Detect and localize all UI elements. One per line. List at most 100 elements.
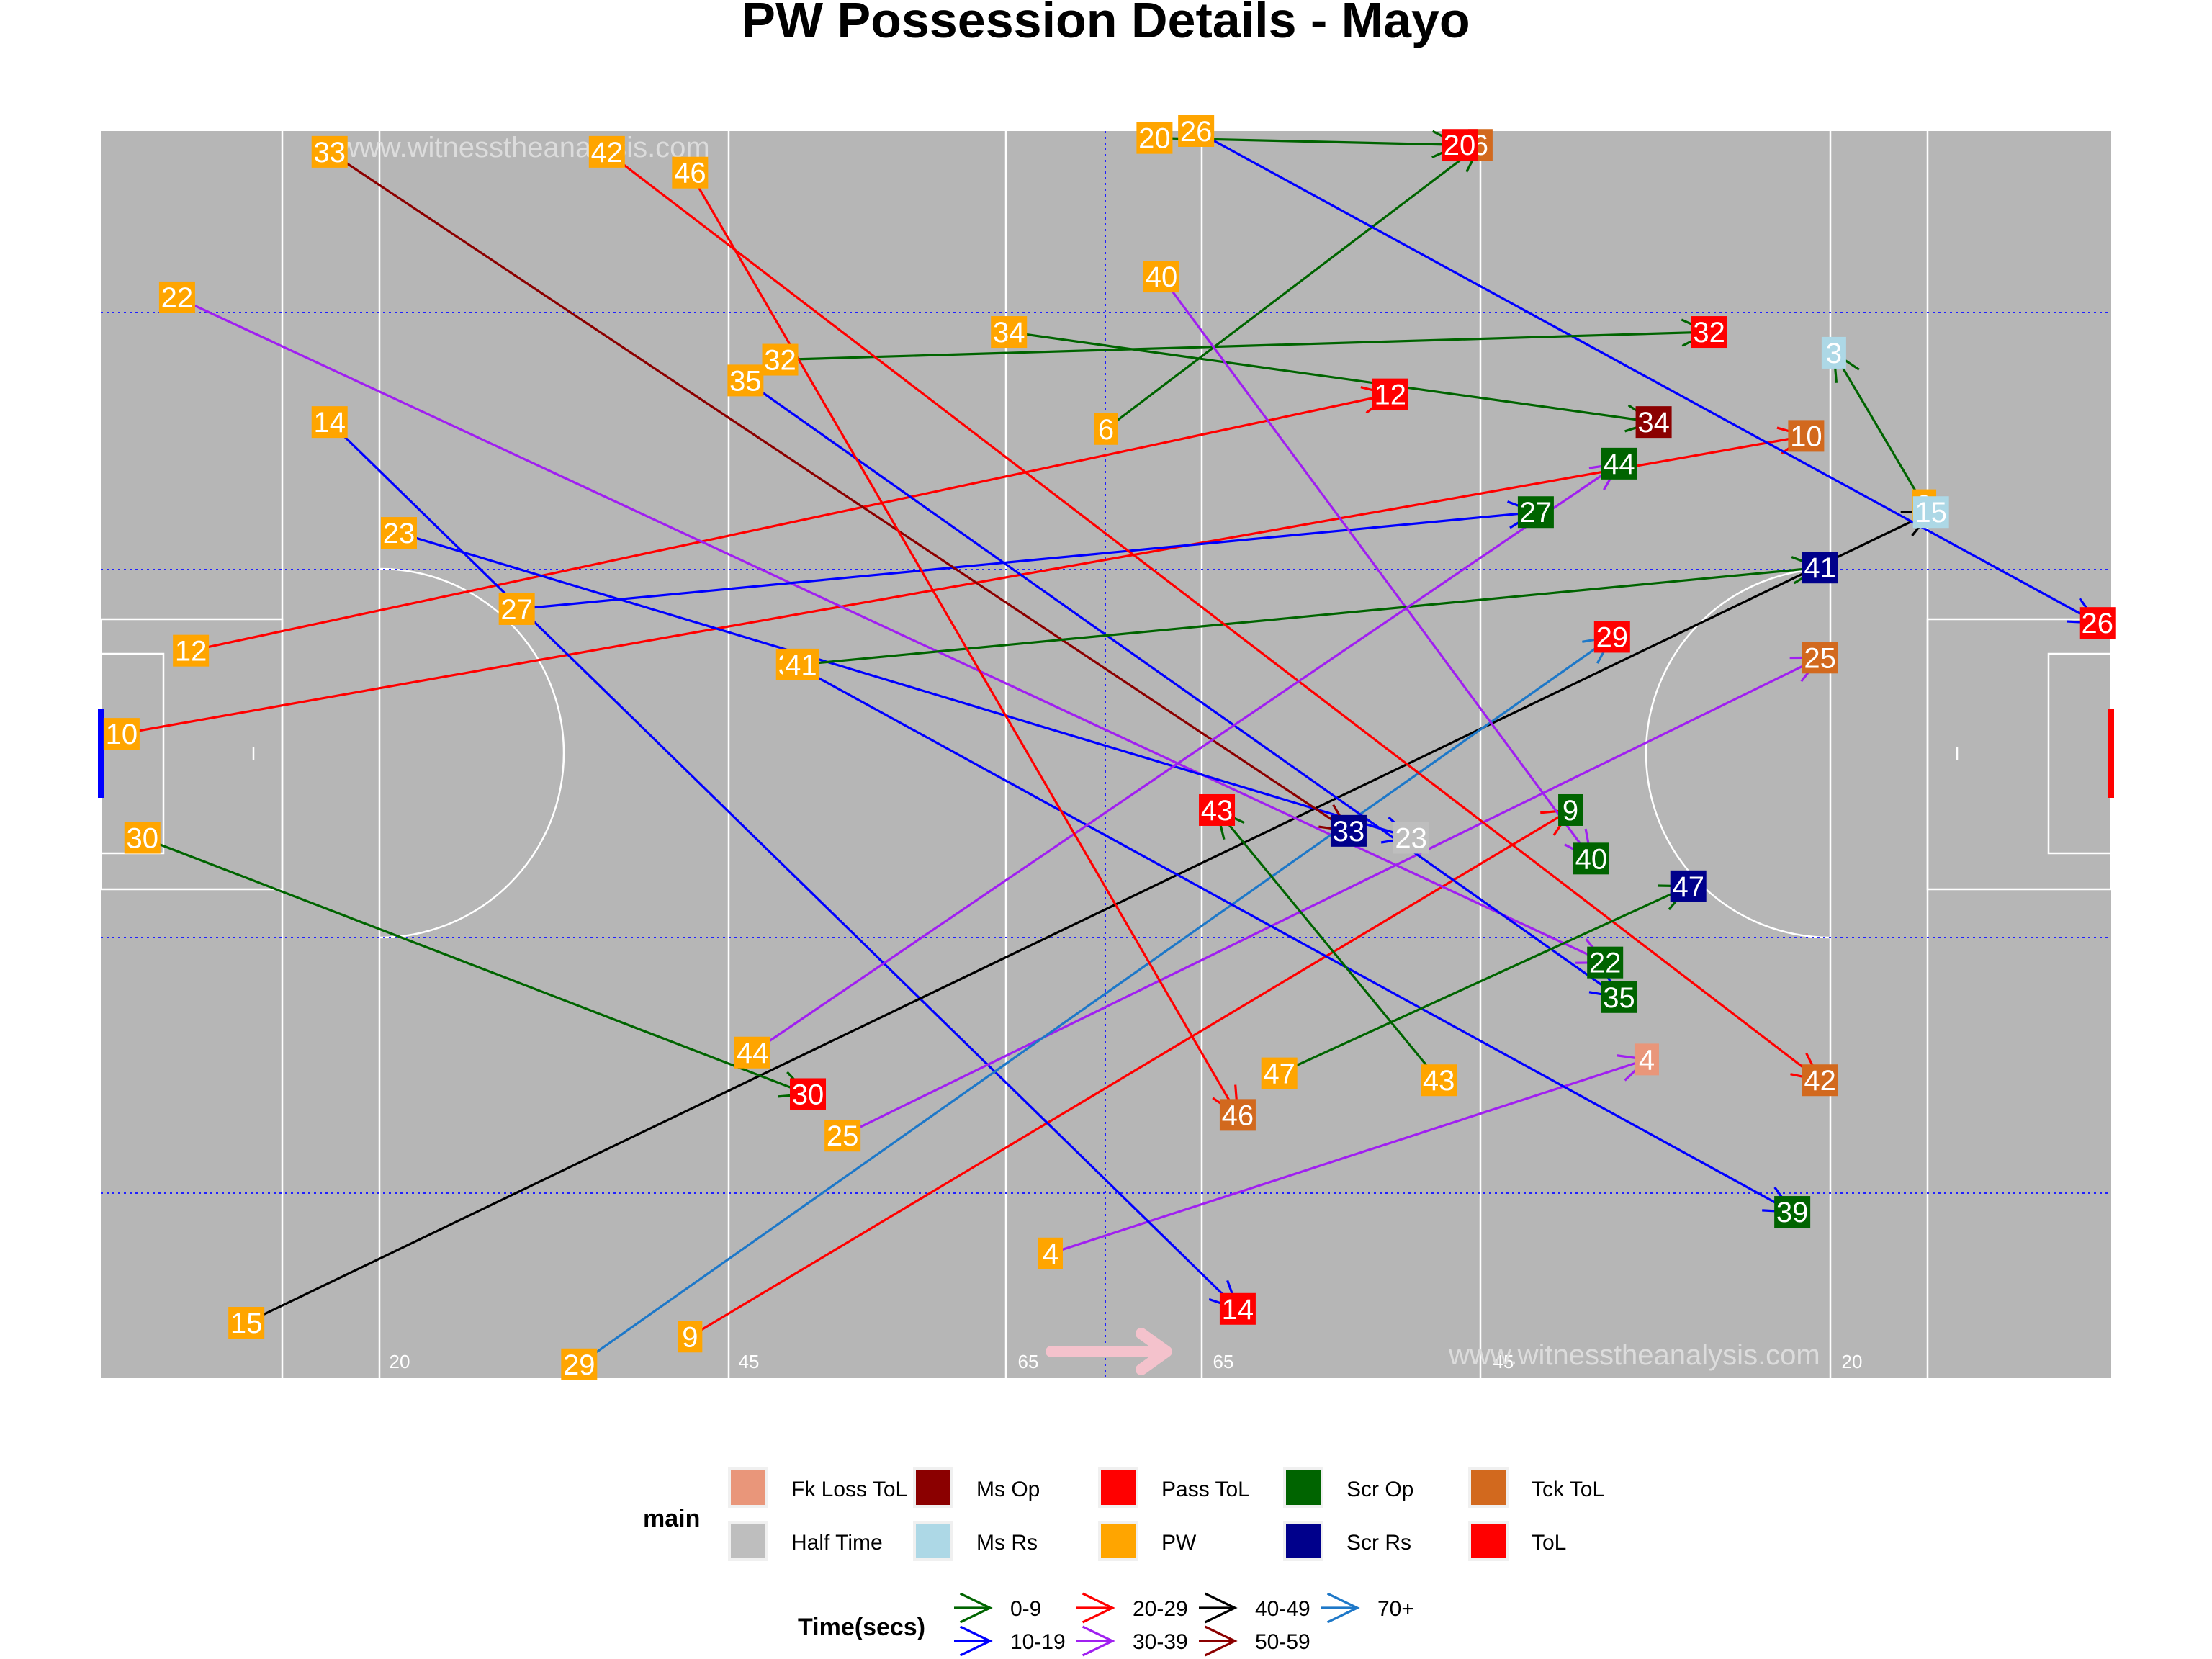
svg-text:41: 41 bbox=[1804, 552, 1836, 584]
possession-arrow-32 bbox=[780, 331, 1709, 361]
start-label-29: 29 bbox=[561, 1348, 598, 1381]
start-label-10: 10 bbox=[103, 718, 140, 750]
svg-text:20-29: 20-29 bbox=[1133, 1597, 1188, 1621]
svg-text:Half Time: Half Time bbox=[791, 1531, 883, 1555]
legend-time-item: 40-49 bbox=[1199, 1592, 1310, 1624]
legend-time-item: 30-39 bbox=[1076, 1625, 1188, 1657]
legend-main-title: main bbox=[643, 1505, 700, 1532]
svg-text:50-59: 50-59 bbox=[1255, 1630, 1310, 1654]
possession-arrow-44 bbox=[752, 462, 1620, 1054]
legend-time-item: 70+ bbox=[1321, 1592, 1414, 1624]
end-label-33: 33 bbox=[1330, 814, 1367, 848]
svg-text:42: 42 bbox=[591, 137, 624, 168]
end-label-25: 25 bbox=[1802, 642, 1838, 674]
watermark-bottom: www.witnesstheanalysis.com bbox=[1448, 1339, 1820, 1371]
svg-text:33: 33 bbox=[313, 137, 346, 168]
svg-text:14: 14 bbox=[1222, 1294, 1254, 1326]
end-label-10: 10 bbox=[1788, 420, 1825, 452]
svg-text:47: 47 bbox=[1263, 1058, 1295, 1090]
start-label-26: 26 bbox=[1178, 115, 1215, 148]
svg-text:3: 3 bbox=[1826, 338, 1842, 369]
possession-arrow-47 bbox=[1279, 885, 1689, 1075]
start-label-33: 33 bbox=[311, 135, 348, 168]
legend-main-item: Ms Op bbox=[913, 1467, 1040, 1508]
start-label-35: 35 bbox=[727, 364, 764, 397]
start-label-40: 40 bbox=[1143, 261, 1180, 293]
end-label-22: 22 bbox=[1587, 946, 1624, 979]
possession-arrow-25 bbox=[842, 656, 1821, 1137]
svg-text:30: 30 bbox=[792, 1079, 824, 1110]
start-label-6: 6 bbox=[1094, 413, 1118, 446]
possession-arrow-26 bbox=[1195, 130, 2098, 624]
start-label-32: 32 bbox=[762, 343, 799, 377]
svg-text:40: 40 bbox=[1575, 843, 1608, 875]
start-label-43: 43 bbox=[1421, 1064, 1457, 1097]
svg-text:10-19: 10-19 bbox=[1010, 1630, 1066, 1654]
distance-marker-3: 65 bbox=[1018, 1351, 1039, 1372]
svg-text:15: 15 bbox=[1915, 497, 1947, 529]
legend-main-item: Fk Loss ToL bbox=[728, 1467, 907, 1508]
svg-text:30-39: 30-39 bbox=[1133, 1630, 1188, 1654]
svg-text:6: 6 bbox=[1098, 414, 1114, 446]
svg-text:25: 25 bbox=[1804, 642, 1836, 674]
end-label-30: 30 bbox=[790, 1078, 827, 1110]
svg-text:40-49: 40-49 bbox=[1255, 1597, 1310, 1621]
end-label-15: 15 bbox=[1912, 496, 1949, 529]
start-label-27: 27 bbox=[498, 593, 535, 626]
start-label-47: 47 bbox=[1261, 1057, 1298, 1090]
svg-text:27: 27 bbox=[1520, 497, 1552, 529]
end-label-9: 9 bbox=[1558, 793, 1583, 827]
svg-text:10: 10 bbox=[106, 719, 138, 750]
legend-main-item: Scr Rs bbox=[1283, 1521, 1411, 1561]
possession-arrow-15 bbox=[246, 511, 1932, 1324]
svg-text:Scr Rs: Scr Rs bbox=[1346, 1531, 1411, 1555]
svg-text:35: 35 bbox=[729, 365, 762, 397]
possession-arrow-41 bbox=[801, 566, 1820, 666]
svg-text:43: 43 bbox=[1201, 795, 1233, 827]
svg-text:ToL: ToL bbox=[1532, 1531, 1566, 1555]
end-label-47: 47 bbox=[1670, 870, 1707, 903]
svg-text:20: 20 bbox=[1444, 130, 1476, 161]
svg-text:Ms Op: Ms Op bbox=[976, 1478, 1040, 1501]
end-label-43: 43 bbox=[1199, 793, 1236, 827]
possession-arrow-34 bbox=[1008, 331, 1654, 423]
svg-text:0-9: 0-9 bbox=[1010, 1597, 1041, 1621]
start-label-46: 46 bbox=[672, 156, 709, 189]
end-label-39: 39 bbox=[1774, 1196, 1811, 1228]
end-label-32: 32 bbox=[1691, 316, 1727, 349]
possession-arrow-35 bbox=[745, 379, 1620, 999]
svg-text:34: 34 bbox=[1637, 407, 1670, 439]
svg-text:PW: PW bbox=[1161, 1531, 1197, 1555]
possession-arrow-22 bbox=[176, 296, 1606, 964]
svg-text:23: 23 bbox=[1395, 822, 1427, 854]
possession-arrow-39 bbox=[793, 663, 1793, 1213]
distance-marker-4: 65 bbox=[1213, 1351, 1234, 1372]
direction-arrow bbox=[1046, 1328, 1172, 1375]
start-label-42: 42 bbox=[588, 135, 625, 168]
svg-text:10: 10 bbox=[1790, 421, 1822, 452]
end-label-27: 27 bbox=[1517, 496, 1554, 529]
svg-text:Tck ToL: Tck ToL bbox=[1532, 1478, 1604, 1501]
distance-marker-5: 45 bbox=[1493, 1351, 1514, 1372]
d-arc-left bbox=[379, 567, 565, 939]
legend-time-items: 0-9 10-19 20-29 30-39 40-49 50-59 70+ bbox=[954, 1592, 1414, 1657]
end-label-34: 34 bbox=[1635, 406, 1672, 439]
svg-text:30: 30 bbox=[127, 822, 159, 854]
start-label-34: 34 bbox=[991, 316, 1028, 349]
possession-arrow-30 bbox=[142, 836, 809, 1095]
end-label-4: 4 bbox=[1634, 1043, 1659, 1076]
svg-text:15: 15 bbox=[230, 1308, 263, 1339]
legend-time-item: 20-29 bbox=[1076, 1592, 1188, 1624]
svg-text:32: 32 bbox=[764, 345, 796, 377]
legend-main-item: Scr Op bbox=[1283, 1467, 1413, 1508]
svg-text:40: 40 bbox=[1146, 261, 1178, 293]
svg-text:42: 42 bbox=[1804, 1065, 1836, 1097]
svg-text:27: 27 bbox=[500, 594, 533, 626]
start-label-44: 44 bbox=[734, 1036, 770, 1069]
legend-time-item: 50-59 bbox=[1199, 1625, 1310, 1657]
start-label-30: 30 bbox=[124, 822, 161, 854]
watermark-top: www.witnesstheanalysis.com bbox=[338, 132, 710, 163]
end-label-41: 41 bbox=[1802, 552, 1838, 584]
start-label-9: 9 bbox=[678, 1321, 703, 1353]
